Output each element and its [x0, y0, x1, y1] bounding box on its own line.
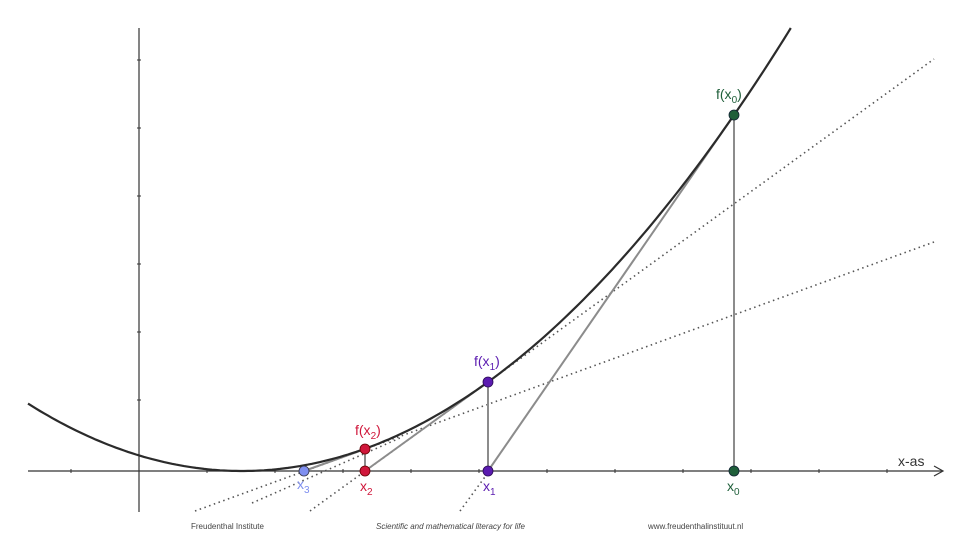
point-fx1 — [482, 376, 494, 388]
footer-center: Scientific and mathematical literacy for… — [376, 522, 525, 531]
point-x0 — [728, 465, 740, 477]
label-x3: x3 — [297, 476, 310, 496]
point-fx0 — [728, 109, 740, 121]
label-x2: x2 — [360, 478, 373, 498]
label-fx1: f(x1) — [474, 353, 500, 373]
axis-ticks — [70, 59, 888, 473]
label-x1: x1 — [483, 478, 496, 498]
tangent-line-x0 — [309, 58, 935, 512]
label-x0: x0 — [727, 478, 740, 498]
function-curve — [27, 27, 792, 473]
point-x3 — [298, 465, 310, 477]
label-fx0: f(x0) — [716, 86, 742, 106]
x-axis-label: x-as — [898, 453, 924, 469]
segment-fx0-to-x1 — [487, 114, 735, 472]
point-fx2 — [359, 443, 371, 455]
footer-right: www.freudenthalinstituut.nl — [648, 522, 744, 531]
footer-left: Freudenthal Institute — [191, 522, 264, 531]
label-fx2: f(x2) — [355, 422, 381, 442]
point-x1 — [482, 465, 494, 477]
tangent-line-x2 — [251, 437, 401, 504]
tangent-line-x1-lower — [459, 469, 491, 512]
point-x2 — [359, 465, 371, 477]
x-axis-arrow-icon — [933, 465, 945, 477]
